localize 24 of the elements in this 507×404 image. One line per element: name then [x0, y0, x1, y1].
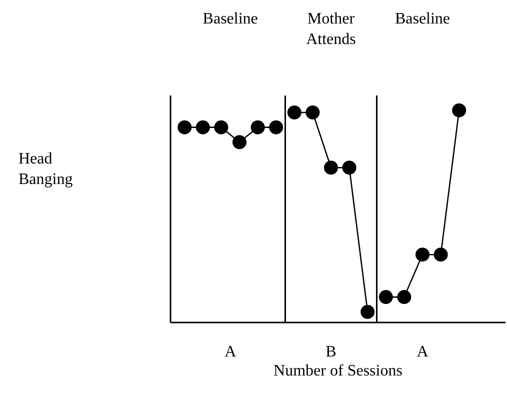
point	[232, 135, 246, 150]
point	[452, 103, 466, 118]
text: A	[224, 344, 237, 360]
x-axis-title: Number of Sessions	[274, 362, 402, 380]
point	[287, 105, 302, 120]
point	[378, 290, 393, 304]
point	[196, 120, 210, 134]
text: A	[416, 344, 429, 360]
point	[269, 120, 284, 134]
point	[397, 290, 412, 304]
text: B	[326, 344, 336, 360]
point	[415, 248, 430, 262]
point	[306, 105, 320, 120]
point	[360, 304, 375, 319]
text: Baseline	[202, 10, 258, 28]
point	[250, 120, 265, 134]
text: Head Banging	[18, 150, 73, 188]
point	[324, 160, 338, 175]
point	[178, 120, 192, 134]
point	[342, 160, 356, 175]
point	[434, 248, 448, 262]
text: Baseline	[394, 10, 450, 28]
text: Mother Attends	[306, 10, 356, 48]
point	[214, 120, 228, 134]
